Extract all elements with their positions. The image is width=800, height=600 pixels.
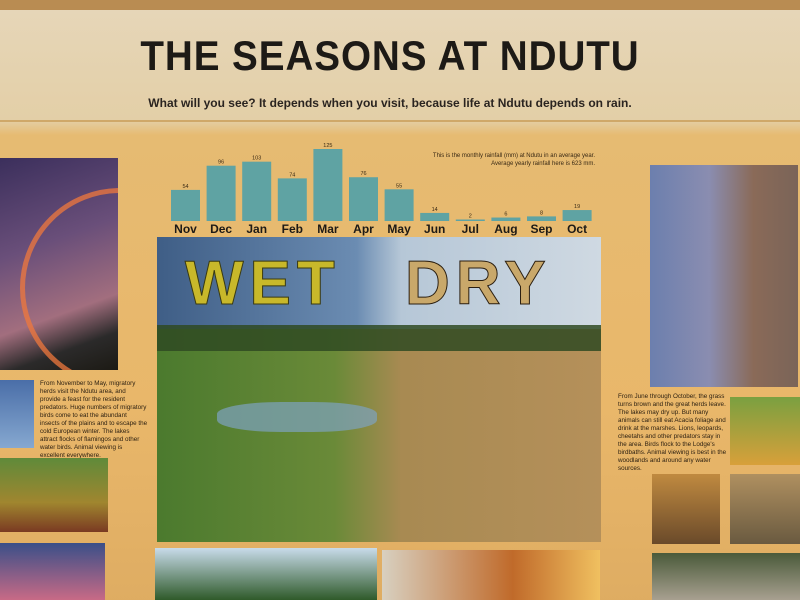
- cracked-earth-photo: [652, 553, 800, 600]
- sign-subtitle: What will you see? It depends when you v…: [148, 96, 632, 110]
- month-label: Nov: [174, 222, 197, 236]
- value-label: 14: [432, 207, 438, 213]
- lovebirds-photo: [730, 397, 800, 465]
- value-label: 103: [252, 156, 261, 162]
- value-label: 74: [289, 172, 295, 178]
- bar-jun: [420, 212, 450, 221]
- value-label: 55: [396, 183, 402, 189]
- chart-note-line-2: Average yearly rainfall here is 623 mm.: [491, 161, 595, 167]
- wet-label: WET: [185, 249, 341, 319]
- chart-note-line-1: This is the monthly rainfall (mm) at Ndu…: [432, 153, 595, 159]
- elephants-photo: [730, 474, 800, 544]
- month-label: Jan: [246, 222, 267, 236]
- wooden-frame: [0, 0, 800, 12]
- bar-oct: [562, 210, 592, 221]
- value-label: 19: [574, 204, 580, 210]
- dry-label: DRY: [405, 249, 552, 319]
- month-label: Feb: [282, 222, 303, 236]
- value-label: 8: [540, 210, 543, 216]
- sign-title: THE SEASONS AT NDUTU: [140, 32, 640, 79]
- bar-feb: [277, 178, 307, 221]
- fire-photo: [382, 550, 600, 600]
- value-label: 76: [360, 171, 366, 177]
- rainbow-photo: [0, 158, 118, 370]
- value-label: 125: [323, 143, 332, 149]
- month-label: Jun: [424, 222, 445, 236]
- acacia-photo: [155, 548, 377, 600]
- bar-jul: [455, 219, 485, 221]
- value-label: 6: [504, 212, 507, 218]
- wet-season-text: From November to May, migratory herds vi…: [40, 380, 148, 459]
- divider: [0, 120, 800, 122]
- birds-photo: [0, 380, 34, 448]
- bar-mar: [313, 149, 343, 221]
- bar-sep: [527, 216, 556, 221]
- tree-line: [157, 325, 601, 351]
- bar-jan: [242, 161, 272, 221]
- dry-season-text: From June through October, the grass tur…: [618, 393, 727, 472]
- month-label: Jul: [462, 222, 479, 236]
- flamingo-photo: [0, 543, 105, 600]
- wet-dry-photo: [157, 237, 601, 542]
- cheetah-photo: [0, 458, 108, 532]
- bar-apr: [349, 177, 378, 221]
- dust-devil-photo: [650, 165, 798, 387]
- value-label: 96: [218, 160, 224, 166]
- month-label: Sep: [530, 222, 552, 236]
- value-label: 2: [469, 214, 472, 220]
- bar-aug: [491, 217, 521, 221]
- month-label: May: [387, 222, 411, 236]
- bar-dec: [206, 165, 236, 221]
- bar-may: [384, 189, 414, 221]
- lake: [217, 402, 377, 432]
- rainbow: [20, 188, 118, 370]
- bar-nov: [171, 189, 200, 221]
- month-label: Oct: [567, 222, 587, 236]
- chart-note: This is the monthly rainfall (mm) at Ndu…: [420, 152, 595, 168]
- month-label: Dec: [210, 222, 232, 236]
- month-label: Mar: [317, 222, 339, 236]
- value-label: 54: [182, 184, 188, 190]
- month-label: Aug: [494, 222, 517, 236]
- lion-photo: [652, 474, 720, 544]
- rainfall-bar-chart: 54 Nov 96 Dec 103 Jan 74 Feb 125 Mar 76 Apr 55 May 14 J…: [171, 143, 592, 236]
- month-label: Apr: [353, 222, 374, 236]
- savanna-ground: [157, 329, 601, 542]
